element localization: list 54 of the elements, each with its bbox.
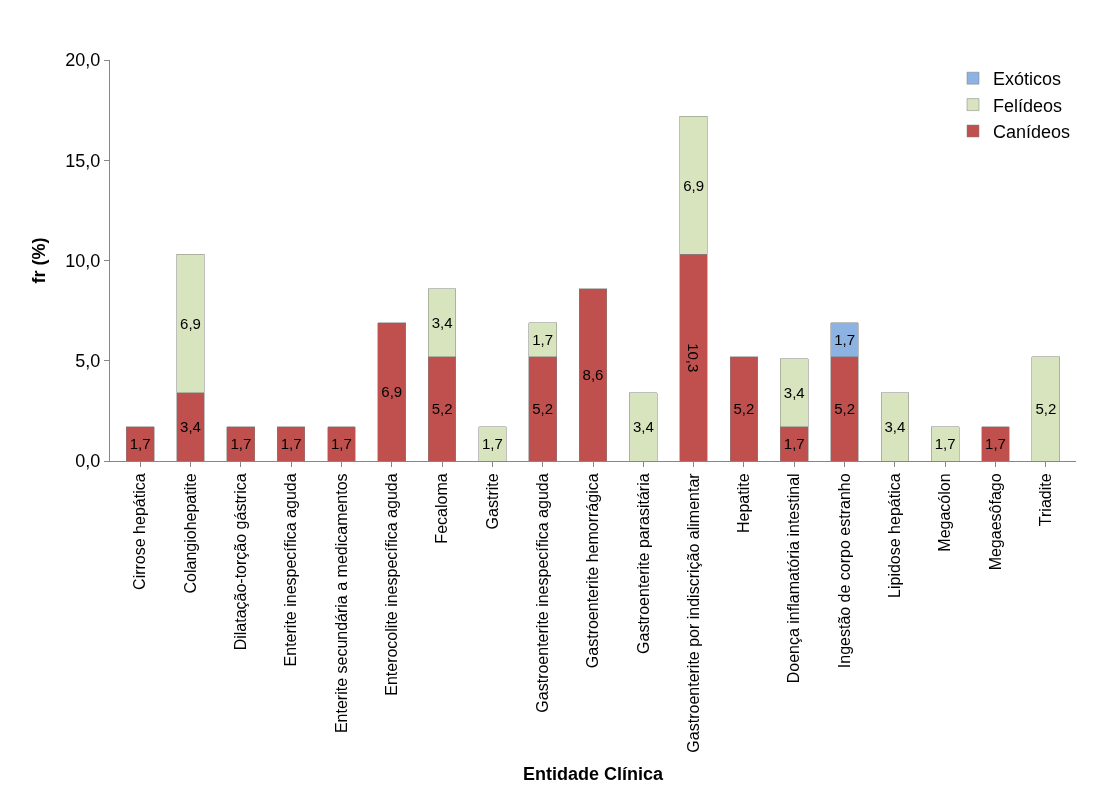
legend-label: Exóticos	[993, 69, 1062, 90]
data-label: 1,7	[783, 435, 805, 453]
data-label: 5,2	[1035, 400, 1057, 418]
x-tick-label: Enterite secundária a medicamentos	[332, 473, 350, 734]
data-label: 10,3	[685, 343, 703, 373]
data-label: 3,4	[884, 418, 906, 436]
legend-label: Felídeos	[993, 95, 1063, 116]
x-tick-label: Enterocolite inespecífica aguda	[382, 473, 400, 696]
y-tick-label: 15,0	[65, 150, 101, 171]
x-tick-label: Gastroenterite hemorrágica	[584, 473, 602, 669]
x-tick-label: Ingestão de corpo estranho	[835, 473, 853, 669]
data-label: 3,4	[632, 418, 654, 436]
x-tick-label: Megaesôfago	[986, 473, 1004, 571]
data-label: 1,7	[230, 435, 252, 453]
data-label: 3,4	[783, 384, 805, 402]
data-label: 6,9	[683, 176, 705, 194]
y-tick-label: 0,0	[75, 451, 101, 472]
x-tick-label: Fecaloma	[433, 473, 451, 544]
data-label: 1,7	[280, 435, 302, 453]
data-label: 6,9	[381, 383, 403, 401]
x-tick-label: Gastrite	[483, 473, 501, 530]
data-label: 8,6	[582, 366, 604, 384]
x-tick-label: Gastroenterite inespecífica aguda	[533, 473, 551, 713]
data-label: 1,7	[934, 435, 956, 453]
data-label: 1,7	[985, 435, 1006, 453]
x-tick-label: Dilatação-torção gástrica	[232, 473, 250, 651]
data-label: 1,7	[834, 331, 855, 349]
legend-label: Canídeos	[993, 122, 1071, 143]
data-label: 1,7	[532, 331, 554, 349]
data-label: 3,4	[180, 418, 201, 436]
y-tick-label: 20,0	[65, 50, 101, 71]
x-tick-label: Cirrose hepática	[131, 473, 149, 590]
x-tick-label: Colangiohepatite	[181, 473, 199, 594]
data-label: 6,9	[180, 315, 201, 333]
y-axis-title: fr (%)	[28, 237, 49, 284]
x-tick-label: Lipidose hepática	[886, 473, 904, 598]
x-tick-label: Hepatite	[735, 473, 753, 533]
x-tick-label: Megacólon	[936, 473, 954, 552]
x-tick-label: Enterite inespecífica aguda	[282, 473, 300, 667]
y-tick-label: 10,0	[65, 250, 101, 271]
data-label: 1,7	[129, 435, 151, 453]
x-tick-label: Gastroenterite por indiscrição alimentar	[684, 472, 702, 753]
data-label: 5,2	[834, 400, 855, 418]
data-label: 5,2	[532, 400, 554, 418]
x-axis-title: Entidade Clínica	[522, 763, 664, 784]
data-label: 5,2	[733, 400, 755, 418]
y-tick-label: 5,0	[75, 351, 101, 372]
data-label: 5,2	[431, 400, 453, 418]
x-tick-label: Doença inflamatória intestinal	[785, 473, 803, 684]
data-label: 1,7	[481, 435, 503, 453]
data-label: 1,7	[331, 435, 352, 453]
x-tick-label: Gastroenterite parasitária	[634, 473, 652, 654]
x-tick-label: Triadite	[1037, 473, 1055, 527]
data-label: 3,4	[431, 314, 453, 332]
